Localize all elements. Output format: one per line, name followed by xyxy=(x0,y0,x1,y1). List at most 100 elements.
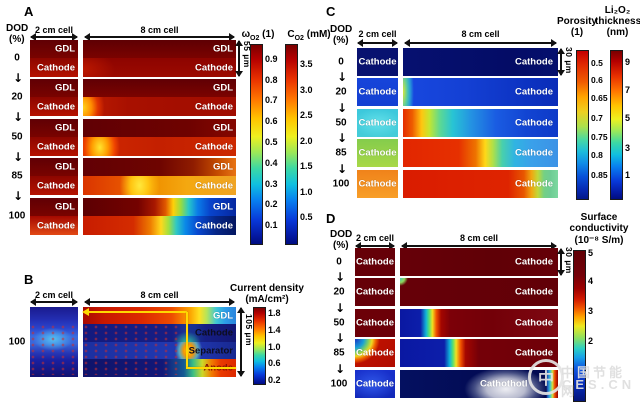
down-arrow-icon: ↓ xyxy=(337,162,348,176)
panel-d-8cm-row-20: Cathode xyxy=(400,278,558,306)
porosity-tick: 0.5 xyxy=(591,58,603,68)
conc-colorbar-title: CO2 (mM) xyxy=(287,29,331,42)
panel-c-dod-unit: (%) xyxy=(333,35,349,46)
panel-a-dod-100: 100 xyxy=(8,210,26,222)
panel-c-dod-20: 20 xyxy=(335,86,347,98)
panel-a-8cm-row-20: GDL Cathode xyxy=(83,79,236,116)
panel-d-2cm-header: 2 cm cell xyxy=(355,233,395,243)
panel-c-label: C xyxy=(326,4,336,19)
cathode-label: Cathode xyxy=(356,378,394,390)
surface-conductivity-colorbar xyxy=(573,250,586,402)
cathode-label: Cathode xyxy=(37,180,75,191)
panel-d-label: D xyxy=(326,211,336,226)
panel-d-dod-50: 50 xyxy=(333,317,345,329)
watermark-text-en: CES.CN xyxy=(562,377,636,392)
panel-d-2cm-row-50: Cathode xyxy=(355,309,395,337)
panel-b-thickness-label: 105 µm xyxy=(244,314,254,346)
conductivity-tick: 4 xyxy=(588,276,594,286)
down-arrow-icon: ↓ xyxy=(335,301,346,315)
panel-c-8cm-header: 8 cm cell xyxy=(461,29,500,39)
surface-conductivity-unit: (10⁻⁸ S/m) xyxy=(574,235,624,246)
panel-c-8cm-row-100: Cathode xyxy=(403,170,558,198)
panel-d-dod-unit: (%) xyxy=(333,240,349,251)
panel-a-8cm-arrow xyxy=(84,33,235,40)
cathode-label: Cathode xyxy=(358,117,397,129)
panel-a-2cm-header: 2 cm cell xyxy=(34,25,74,35)
panel-a-2cm-arrow xyxy=(30,33,78,40)
panel-d-dod-85: 85 xyxy=(333,347,345,359)
panel-b-2cm-arrow xyxy=(30,298,78,305)
panel-a-2cm-row-0: GDL Cathode xyxy=(30,40,78,77)
li2o2-title: Li₂O₂ xyxy=(604,5,631,16)
cathode-label: Cathode xyxy=(515,317,553,329)
gdl-label: GDL xyxy=(212,161,233,173)
panel-c-8cm-row-20: Cathode xyxy=(403,78,558,106)
panel-d-8cm-row-85: Cathode xyxy=(400,339,558,367)
porosity-tick: 0.7 xyxy=(591,113,603,123)
panel-c-8cm-row-85: Cathode xyxy=(403,139,558,167)
cathode-label: Cathode xyxy=(515,178,553,190)
conductivity-tick: 5 xyxy=(588,248,594,258)
cathode-label: Cathode xyxy=(515,256,553,268)
separator-label: Separator xyxy=(188,345,233,356)
panel-d-8cm-header: 8 cm cell xyxy=(459,233,499,243)
li2o2-tick: 3 xyxy=(625,143,631,153)
down-arrow-icon: ↓ xyxy=(13,110,24,124)
panel-a-2cm-row-50: GDL Cathode xyxy=(30,119,78,156)
surface-conductivity-title2: conductivity xyxy=(569,223,629,234)
omega-tick: 0.9 xyxy=(265,54,278,64)
panel-c-thickness-label: 30 µm xyxy=(564,47,574,74)
watermark-logo-glyph: 中 xyxy=(537,369,554,388)
gdl-label: GDL xyxy=(54,122,75,134)
cathode-label: Cathode xyxy=(515,86,553,98)
current-path-arrow xyxy=(82,308,187,316)
panel-c-2cm-row-50: Cathode xyxy=(357,109,398,137)
down-arrow-icon: ↓ xyxy=(13,150,24,164)
panel-c-2cm-row-20: Cathode xyxy=(357,78,398,106)
cathode-label: Cathode xyxy=(195,220,233,231)
porosity-tick: 0.75 xyxy=(591,132,608,142)
down-arrow-icon: ↓ xyxy=(335,331,346,345)
porosity-tick: 0.85 xyxy=(591,170,608,180)
panel-a-8cm-header: 8 cm cell xyxy=(140,25,179,35)
down-arrow-icon: ↓ xyxy=(335,362,346,376)
panel-c-2cm-row-100: Cathode xyxy=(357,170,398,198)
panel-a-dod-20: 20 xyxy=(11,91,23,103)
cathode-label-garbled: Cathothotl xyxy=(480,378,528,390)
cathode-label: Cathode xyxy=(37,141,75,152)
gdl-label: GDL xyxy=(54,82,75,94)
down-arrow-icon: ↓ xyxy=(337,101,348,115)
down-arrow-icon: ↓ xyxy=(337,70,348,84)
panel-a-8cm-row-0: GDL Cathode xyxy=(83,40,236,77)
omega-tick: 0.5 xyxy=(265,137,278,147)
gdl-label: GDL xyxy=(212,122,233,134)
down-arrow-icon: ↓ xyxy=(337,131,348,145)
panel-a-dod-0: 0 xyxy=(14,52,20,64)
panel-c-dod-85: 85 xyxy=(335,147,347,159)
cathode-label: Cathode xyxy=(37,101,75,112)
porosity-tick: 0.6 xyxy=(591,75,603,85)
conc-colorbar xyxy=(285,44,298,245)
li2o2-tick: 5 xyxy=(625,113,631,123)
porosity-tick: 0.65 xyxy=(591,93,608,103)
panel-d-dod-title: DOD xyxy=(330,229,353,240)
current-density-colorbar xyxy=(253,307,266,385)
conc-tick: 0.5 xyxy=(300,212,313,222)
panel-a-thickness-arrow xyxy=(235,40,242,77)
panel-d-thickness-label: 30 µm xyxy=(564,247,574,274)
li2o2-unit: (nm) xyxy=(606,27,629,38)
current-density-unit: (mA/cm²) xyxy=(245,294,289,305)
cathode-label: Cathode xyxy=(356,256,394,268)
down-arrow-icon: ↓ xyxy=(13,189,24,203)
conductivity-tick: 3 xyxy=(588,306,594,316)
current-tick: 0.6 xyxy=(268,358,281,368)
panel-a-dod-50: 50 xyxy=(11,131,23,143)
cathode-label: Cathode xyxy=(358,86,397,98)
cathode-label: Cathode xyxy=(195,327,233,339)
current-tick: 1.4 xyxy=(268,325,281,335)
omega-colorbar xyxy=(250,44,263,245)
panel-d-thickness-arrow xyxy=(557,248,564,276)
gdl-label: GDL xyxy=(54,201,75,213)
cathode-label: Cathode xyxy=(515,56,553,68)
